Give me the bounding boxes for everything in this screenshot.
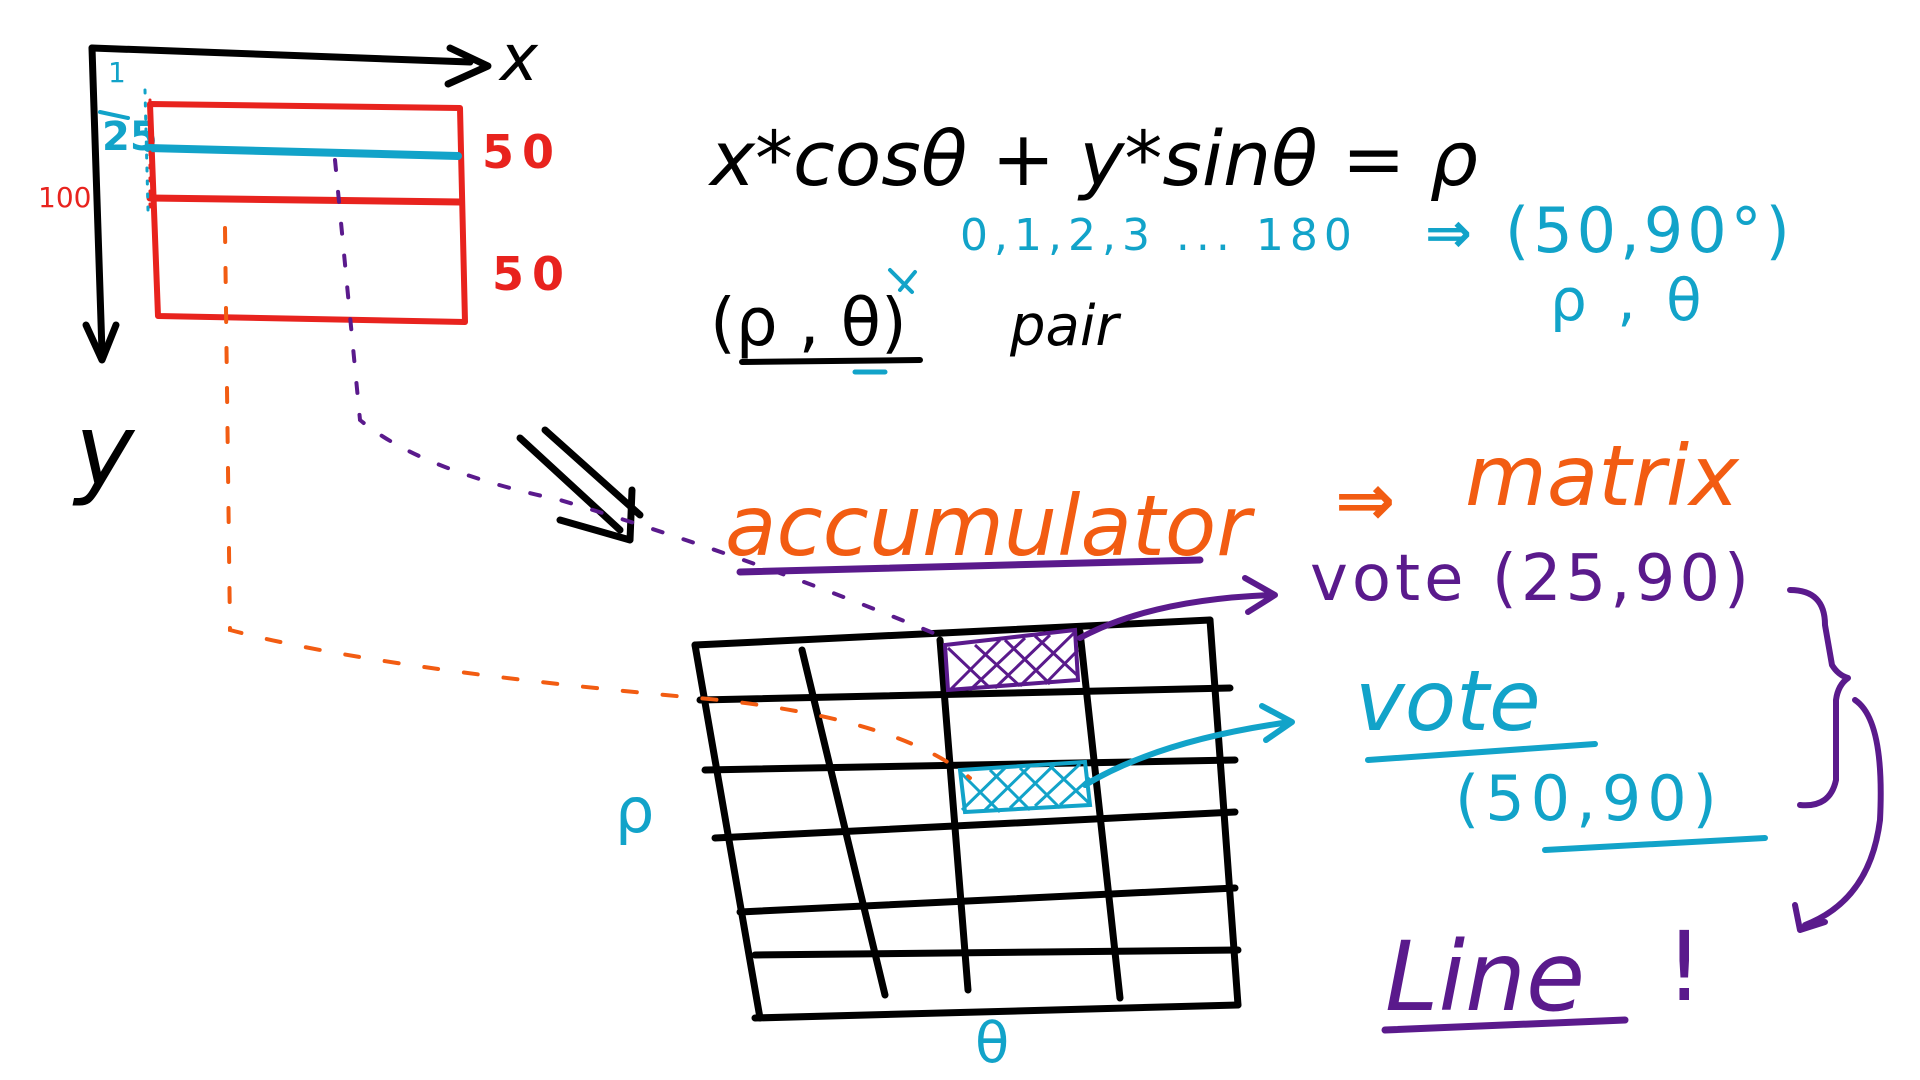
vote2-label: vote bbox=[1355, 652, 1541, 750]
purple-conclusion-arrow bbox=[1792, 697, 1884, 933]
x-axis-label: x bbox=[498, 22, 539, 96]
grid-row-line bbox=[711, 808, 1239, 842]
vote1-label: vote (25,90) bbox=[1310, 542, 1753, 616]
x-axis-arrowhead bbox=[444, 44, 492, 88]
orange-dashed-guide bbox=[223, 226, 972, 780]
grid-row-line bbox=[701, 756, 1239, 774]
purple-brace bbox=[1787, 587, 1851, 809]
vote-cell-blue bbox=[957, 759, 1093, 815]
grid-row-line bbox=[736, 884, 1239, 916]
pair-blue-check bbox=[888, 268, 917, 294]
pair-underline bbox=[739, 357, 923, 365]
exclamation-mark: ! bbox=[1665, 911, 1703, 1023]
blue-line-y25 bbox=[144, 144, 462, 160]
theta-axis-label: θ bbox=[975, 1011, 1009, 1076]
purple-dashed-guide bbox=[333, 158, 952, 642]
vote2-pair-underline bbox=[1542, 835, 1768, 853]
grid-row-line bbox=[691, 616, 1214, 649]
grid-row-line bbox=[696, 684, 1234, 704]
accumulator-grid bbox=[691, 616, 1242, 1022]
y-axis-label: y bbox=[72, 392, 136, 509]
box-label-top: 50 bbox=[482, 125, 562, 179]
vote2-pair: (50,90) bbox=[1455, 762, 1723, 835]
accumulator-underline bbox=[736, 556, 1204, 576]
blue-tick-mark bbox=[98, 110, 130, 120]
result-pair: (50,90°) bbox=[1505, 194, 1794, 267]
result-pair-symbols: ρ , θ bbox=[1550, 266, 1708, 334]
x-axis-line bbox=[88, 44, 474, 66]
grid-col-line bbox=[1076, 628, 1124, 1002]
matrix-label: matrix bbox=[1465, 427, 1740, 525]
grid-col-line bbox=[936, 636, 972, 994]
blue-vote-arrow bbox=[1082, 703, 1295, 788]
grid-col-line bbox=[1206, 616, 1242, 1009]
theta-range-arrow: ⇒ bbox=[1425, 201, 1472, 266]
line-label: Line bbox=[1385, 921, 1585, 1033]
image-box bbox=[98, 88, 468, 325]
grid-row-line bbox=[751, 946, 1242, 959]
purple-vote-arrow bbox=[1077, 575, 1278, 641]
image-box-outline bbox=[147, 101, 468, 325]
grid-col-line bbox=[798, 646, 889, 999]
y-axis-line bbox=[88, 44, 106, 356]
double-arrow-down bbox=[516, 426, 644, 544]
line-underline bbox=[1381, 1016, 1629, 1034]
box-label-bottom: 50 bbox=[492, 247, 572, 301]
grid-row-line bbox=[751, 1001, 1242, 1022]
rho-theta-pair: (ρ , θ) bbox=[710, 284, 907, 361]
pair-word: pair bbox=[1009, 294, 1121, 359]
theta-range: 0,1,2,3 ... 180 bbox=[960, 210, 1358, 261]
vote-cell-purple bbox=[942, 627, 1081, 693]
guide-lines bbox=[223, 158, 972, 780]
vote2-underline bbox=[1365, 741, 1598, 763]
rho-axis-label: ρ bbox=[615, 774, 654, 847]
hough-equation: x*cosθ + y*sinθ = ρ bbox=[708, 114, 1478, 203]
tick-100-label: 100 bbox=[38, 181, 91, 214]
tick-zero-label: 1 bbox=[108, 56, 126, 89]
accumulator-arrow: ⇒ bbox=[1335, 458, 1395, 542]
red-line-y100 bbox=[146, 194, 464, 206]
grid-col-line bbox=[691, 641, 764, 1022]
coordinate-axes bbox=[82, 44, 492, 364]
y-axis-arrowhead bbox=[82, 321, 120, 364]
